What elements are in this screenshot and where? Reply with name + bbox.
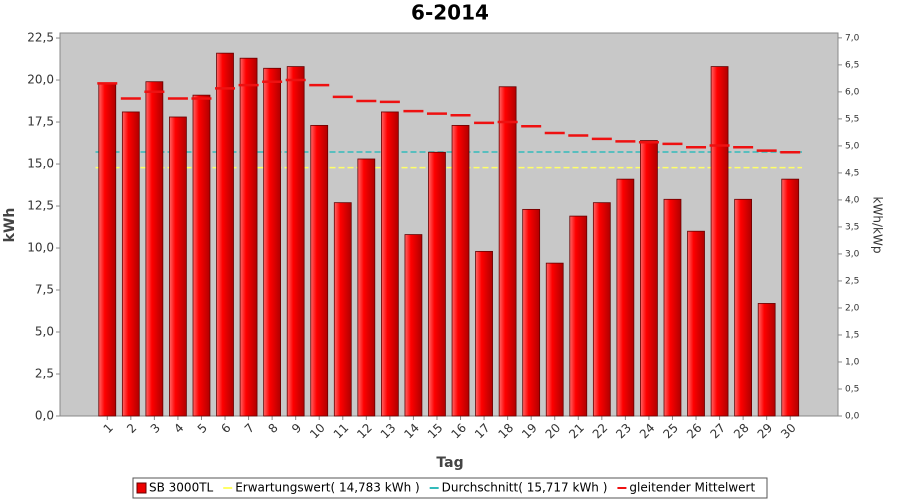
bar <box>333 202 352 417</box>
x-tick-label: 3 <box>148 421 163 436</box>
bar <box>380 111 399 417</box>
x-tick-label: 21 <box>566 421 587 442</box>
y2-tick-label: 0,5 <box>845 384 859 394</box>
x-tick-label: 1 <box>101 421 116 436</box>
legend-box <box>132 477 768 499</box>
bar <box>569 215 588 417</box>
x-tick-label: 19 <box>519 421 540 442</box>
y-tick-label: 2,5 <box>35 367 54 381</box>
bar <box>781 178 800 417</box>
bar <box>522 208 541 417</box>
x-tick-label: 11 <box>331 421 352 442</box>
y-tick-label: 12,5 <box>27 199 54 213</box>
y-axis-title: kWh <box>2 208 18 243</box>
x-tick-label: 12 <box>354 421 375 442</box>
bar <box>404 234 423 417</box>
x-tick-label: 30 <box>778 421 799 442</box>
bar <box>757 303 776 417</box>
bar <box>640 140 658 417</box>
y2-tick-label: 0,0 <box>845 412 860 422</box>
x-axis-title: Tag <box>436 455 463 471</box>
bar <box>286 66 305 417</box>
x-tick-label: 8 <box>265 421 280 436</box>
y2-tick-label: 2,5 <box>845 276 859 286</box>
y2-tick-label: 4,5 <box>845 168 859 178</box>
legend-label: Durchschnitt( 15,717 kWh ) <box>442 481 608 495</box>
y2-tick-label: 7,0 <box>845 33 860 43</box>
y-tick-label: 15,0 <box>27 157 54 171</box>
y2-tick-label: 1,5 <box>845 330 859 340</box>
x-tick-label: 29 <box>755 421 776 442</box>
y-tick-label: 5,0 <box>35 325 54 339</box>
x-tick-label: 27 <box>707 421 728 442</box>
y2-tick-label: 2,0 <box>845 303 860 313</box>
x-tick-label: 20 <box>543 421 564 442</box>
bar <box>98 82 117 417</box>
x-tick-label: 13 <box>378 421 399 442</box>
bar <box>169 116 187 417</box>
bar <box>710 66 729 417</box>
bar <box>192 94 211 417</box>
y2-tick-label: 4,0 <box>845 195 860 205</box>
bar <box>310 124 329 417</box>
bar <box>145 81 164 417</box>
bar <box>263 67 282 417</box>
x-tick-label: 25 <box>660 421 681 442</box>
legend-label: SB 3000TL <box>149 481 214 495</box>
y2-tick-label: 6,0 <box>845 87 860 97</box>
bar <box>592 202 611 417</box>
x-tick-label: 6 <box>218 421 233 436</box>
plot-area <box>59 32 839 417</box>
bar <box>663 198 682 417</box>
chart-title: 6-2014 <box>411 1 489 25</box>
y2-axis-title: kWh/kWp <box>871 197 885 254</box>
bar <box>734 198 753 417</box>
bar <box>475 250 493 417</box>
legend-label: gleitender Mittelwert <box>629 481 755 495</box>
x-tick-label: 4 <box>171 421 186 436</box>
bar <box>545 262 564 417</box>
x-tick-label: 22 <box>590 421 611 442</box>
bar <box>616 178 635 417</box>
legend-swatch <box>136 482 147 494</box>
y2-tick-label: 5,5 <box>845 114 859 124</box>
bar <box>498 86 517 417</box>
x-tick-label: 10 <box>307 421 328 442</box>
bar <box>357 158 376 417</box>
bar <box>121 111 140 417</box>
y-tick-label: 10,0 <box>27 241 54 255</box>
y-tick-label: 20,0 <box>27 73 54 87</box>
x-tick-label: 16 <box>448 421 469 442</box>
x-tick-label: 23 <box>613 421 634 442</box>
y-tick-label: 22,5 <box>27 31 54 45</box>
y-tick-label: 0,0 <box>35 409 54 423</box>
bar <box>428 151 446 417</box>
x-tick-label: 26 <box>684 421 705 442</box>
y2-tick-label: 1,0 <box>845 357 860 367</box>
bar <box>451 124 470 417</box>
bar <box>687 230 705 417</box>
x-tick-label: 17 <box>472 421 493 442</box>
x-tick-label: 14 <box>401 421 422 442</box>
x-tick-label: 5 <box>195 421 210 436</box>
y2-tick-label: 5,0 <box>845 141 860 151</box>
x-tick-label: 9 <box>289 421 304 436</box>
x-tick-label: 7 <box>242 421 257 436</box>
x-tick-label: 28 <box>731 421 752 442</box>
y-tick-label: 7,5 <box>35 283 54 297</box>
x-tick-label: 15 <box>425 421 446 442</box>
x-tick-label: 2 <box>124 421 139 436</box>
bar <box>239 57 258 417</box>
x-tick-label: 24 <box>637 421 658 442</box>
y2-tick-label: 3,5 <box>845 222 859 232</box>
x-tick-label: 18 <box>496 421 517 442</box>
y2-tick-label: 3,0 <box>845 249 860 259</box>
legend-label: Erwartungswert( 14,783 kWh ) <box>235 481 419 495</box>
bar <box>216 52 234 417</box>
y2-tick-label: 6,5 <box>845 60 859 70</box>
y-tick-label: 17,5 <box>27 115 54 129</box>
